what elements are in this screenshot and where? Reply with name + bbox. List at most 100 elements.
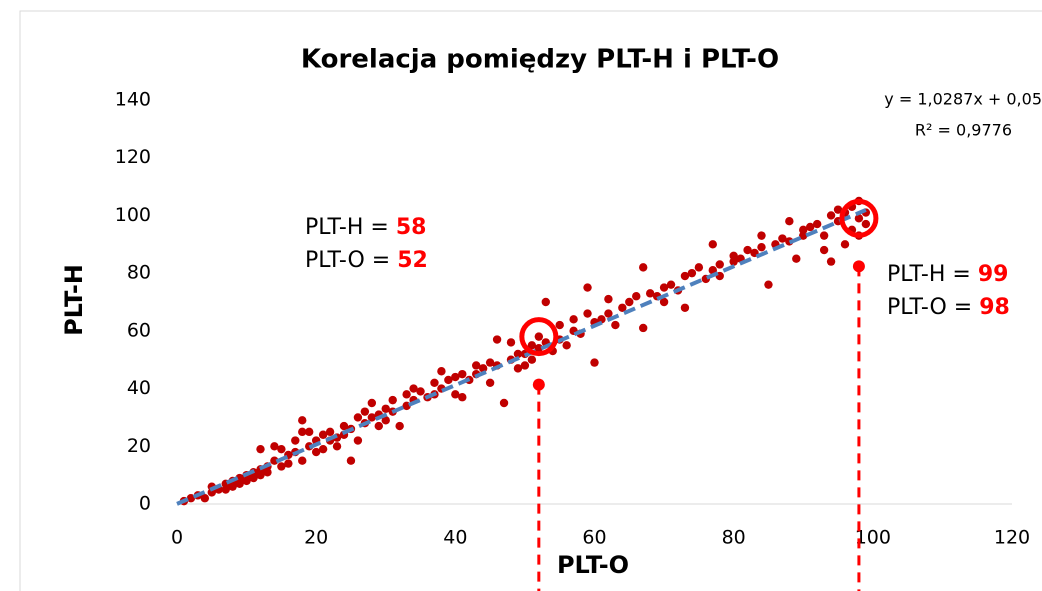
annotation-label: PLT-H = [305, 215, 396, 240]
data-point [485, 378, 495, 387]
y-tick-label: 140 [115, 89, 151, 111]
data-point [583, 309, 592, 318]
data-point [270, 442, 279, 451]
data-point [353, 413, 363, 422]
data-point [569, 315, 578, 324]
data-point [583, 283, 592, 292]
data-point [819, 231, 829, 240]
data-point [792, 254, 801, 263]
data-point [527, 355, 537, 364]
data-point [298, 456, 307, 465]
data-point [520, 361, 530, 370]
data-point [305, 427, 314, 437]
data-point [458, 369, 467, 379]
data-point [381, 404, 390, 413]
data-point [694, 263, 704, 272]
data-point [861, 219, 871, 229]
data-point [472, 361, 481, 370]
data-point [458, 393, 467, 402]
x-tick-label: 80 [722, 527, 746, 549]
data-point [451, 372, 460, 382]
y-tick-label: 20 [127, 435, 151, 457]
data-point [826, 211, 836, 220]
annotation-label: PLT-O = [305, 248, 397, 273]
data-point [639, 323, 648, 333]
data-point [597, 315, 606, 324]
data-point [534, 343, 544, 353]
data-point [513, 364, 523, 373]
data-point [527, 341, 537, 350]
data-point [729, 257, 738, 266]
data-point [819, 245, 829, 255]
data-point [298, 416, 307, 425]
data-point [186, 494, 196, 503]
data-point [318, 430, 328, 439]
data-point [416, 387, 425, 396]
data-point [346, 456, 356, 465]
data-point [562, 341, 571, 350]
annotation-label: PLT-H = [887, 262, 978, 287]
annotation-value: 58 [396, 215, 427, 240]
data-point [645, 289, 655, 298]
x-tick-label: 40 [443, 527, 467, 549]
data-point [833, 205, 843, 214]
data-point [367, 413, 377, 422]
data-point [604, 309, 613, 318]
data-point [451, 390, 460, 399]
data-point [318, 444, 328, 454]
data-point [263, 468, 272, 477]
data-point [256, 470, 265, 480]
data-point [812, 219, 822, 229]
annotation-line: PLT-O = 98 [887, 295, 1010, 320]
chart-title: Korelacja pomiędzy PLT-H i PLT-O [301, 45, 779, 75]
data-point [778, 234, 787, 243]
data-point [506, 338, 516, 347]
highlight-circle [519, 317, 559, 357]
data-point [680, 271, 690, 281]
data-point [207, 488, 216, 497]
chart-frame [19, 10, 1042, 591]
data-point [806, 222, 815, 232]
data-point [513, 349, 523, 359]
data-point [221, 485, 230, 494]
highlight-circle [839, 198, 879, 238]
data-point [339, 421, 349, 431]
data-point [444, 375, 453, 385]
data-point [618, 303, 627, 312]
data-point [492, 335, 502, 344]
x-tick-label: 120 [994, 527, 1030, 549]
data-point [590, 358, 599, 367]
annotation-value: 99 [978, 262, 1009, 287]
data-point [764, 280, 773, 289]
drop-dot [852, 260, 865, 273]
data-point [402, 390, 411, 399]
x-tick-label: 60 [582, 527, 606, 549]
x-tick-label: 20 [304, 527, 328, 549]
data-point [228, 482, 237, 491]
data-point [541, 297, 550, 307]
data-point [298, 427, 307, 437]
data-point [242, 476, 251, 486]
x-tick-label: 100 [855, 527, 891, 549]
y-tick-label: 120 [115, 146, 151, 168]
data-point [388, 395, 397, 405]
data-point [485, 358, 495, 367]
data-point [534, 332, 544, 341]
data-point [680, 303, 690, 312]
data-point [757, 231, 766, 240]
data-point [332, 442, 342, 451]
data-point [325, 427, 335, 437]
data-point [409, 384, 418, 393]
x-tick-label: 0 [171, 527, 183, 549]
data-point [659, 297, 669, 307]
y-tick-label: 80 [127, 262, 151, 284]
data-point [555, 320, 564, 330]
y-axis-title: PLT-H [60, 264, 88, 336]
data-point [284, 459, 293, 468]
data-point [311, 447, 321, 457]
data-point [270, 456, 279, 465]
data-point [381, 416, 390, 425]
data-point [200, 494, 210, 503]
trendline [176, 208, 867, 506]
